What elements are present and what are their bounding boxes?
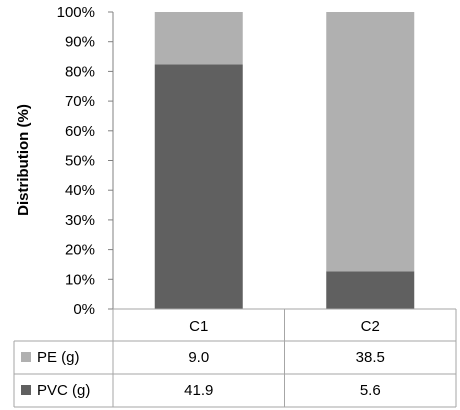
bar-segment-pvc-g--c1 [154, 64, 243, 309]
x-category-label: C2 [361, 318, 380, 335]
table-row-label: PVC (g) [37, 382, 90, 399]
y-tick-label: 30% [65, 212, 95, 229]
y-tick-label: 50% [65, 153, 95, 170]
y-tick-label: 40% [65, 182, 95, 199]
bar-segment-pvc-g--c2 [326, 271, 415, 309]
y-tick-label: 60% [65, 123, 95, 140]
plot-area [154, 12, 415, 309]
table-cell-value: 38.5 [356, 349, 385, 366]
y-tick-label: 10% [65, 271, 95, 288]
table-cell-value: 41.9 [184, 382, 213, 399]
y-tick-label: 20% [65, 242, 95, 259]
table-cell-value: 9.0 [188, 349, 209, 366]
axes: 0% 10% 20% 30% 40% 50% 60% 70% 80% 90% 100% [57, 4, 114, 318]
table-row-label: PE (g) [37, 349, 80, 366]
bar-segment-pe-g--c2 [326, 12, 415, 272]
y-tick-label: 70% [65, 93, 95, 110]
y-axis-label: Distribution (%) [15, 104, 32, 216]
x-category-label: C1 [189, 318, 208, 335]
legend-swatch-pvc-g- [21, 385, 31, 395]
y-tick-label: 90% [65, 34, 95, 51]
y-tick-label: 0% [73, 301, 95, 318]
data-table: C1 C2 PE (g) 9.0 38.5 PVC (g) 41.9 5.6 [13, 308, 457, 408]
legend-swatch-pe-g- [21, 352, 31, 362]
y-tick-label: 80% [65, 63, 95, 80]
y-tick-label: 100% [57, 4, 95, 21]
bar-segment-pe-g--c1 [154, 12, 243, 65]
table-cell-value: 5.6 [360, 382, 381, 399]
